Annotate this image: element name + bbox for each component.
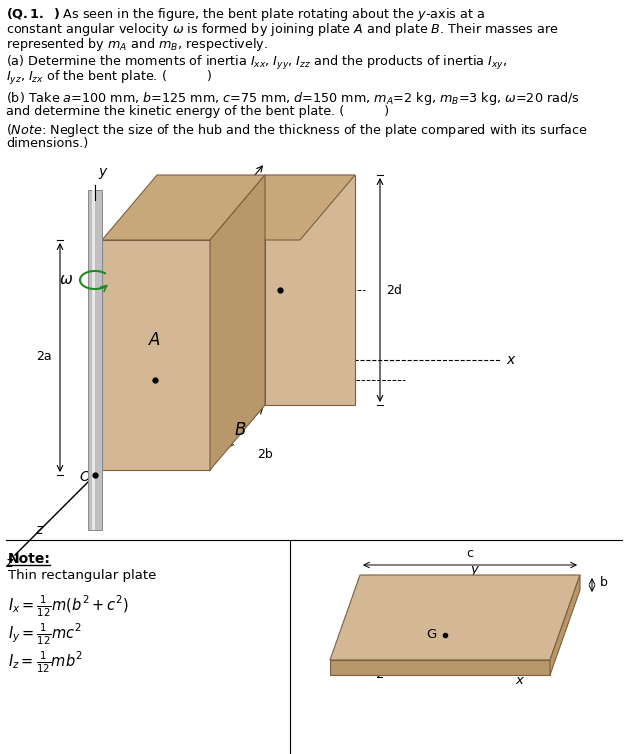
Text: x: x (506, 353, 514, 367)
Text: A: A (149, 331, 161, 349)
Polygon shape (330, 660, 550, 675)
Text: (b) Take $a$=100 mm, $b$=125 mm, $c$=75 mm, $d$=150 mm, $m_A$=2 kg, $m_B$=3 kg, : (b) Take $a$=100 mm, $b$=125 mm, $c$=75 … (6, 90, 580, 107)
Text: $I_{yz}$, $I_{zx}$ of the bent plate. (          ): $I_{yz}$, $I_{zx}$ of the bent plate. ( … (6, 69, 212, 87)
Text: c: c (467, 547, 474, 560)
Text: O: O (79, 470, 90, 484)
Text: $\omega$: $\omega$ (59, 272, 73, 287)
Text: 2b: 2b (257, 449, 273, 461)
Text: z: z (5, 556, 13, 570)
Polygon shape (102, 175, 265, 240)
Text: 2c: 2c (249, 180, 264, 194)
Polygon shape (102, 240, 210, 470)
Text: y: y (470, 563, 478, 577)
Text: 2a: 2a (36, 351, 52, 363)
Text: z: z (35, 523, 42, 537)
Text: Thin rectangular plate: Thin rectangular plate (8, 569, 156, 582)
Text: $I_y = \frac{1}{12}mc^2$: $I_y = \frac{1}{12}mc^2$ (8, 622, 82, 648)
Text: constant angular velocity $\omega$ is formed by joining plate $A$ and plate $B$.: constant angular velocity $\omega$ is fo… (6, 21, 559, 38)
Text: $I_z = \frac{1}{12}mb^2$: $I_z = \frac{1}{12}mb^2$ (8, 650, 83, 676)
Text: B: B (234, 421, 246, 439)
Text: represented by $m_A$ and $m_B$, respectively.: represented by $m_A$ and $m_B$, respecti… (6, 36, 268, 53)
Polygon shape (210, 175, 265, 470)
Polygon shape (210, 175, 355, 240)
Text: Note:: Note: (8, 552, 51, 566)
Polygon shape (330, 575, 580, 660)
Text: b: b (600, 577, 608, 590)
Text: z: z (376, 669, 383, 682)
Text: y: y (98, 165, 106, 179)
Text: ($\mathit{Note}$: Neglect the size of the hub and the thickness of the plate com: ($\mathit{Note}$: Neglect the size of th… (6, 122, 588, 139)
Text: dimensions.): dimensions.) (6, 137, 89, 150)
Bar (92, 190, 95, 530)
Text: $\mathbf{(Q.1.}$: $\mathbf{(Q.1.}$ (6, 6, 45, 21)
Bar (88, 190, 102, 530)
Text: G: G (426, 629, 436, 642)
Text: and determine the kinetic energy of the bent plate. (          ): and determine the kinetic energy of the … (6, 105, 389, 118)
Text: $\mathbf{)}$ As seen in the figure, the bent plate rotating about the $y$-axis a: $\mathbf{)}$ As seen in the figure, the … (53, 6, 485, 23)
Polygon shape (550, 575, 580, 675)
Polygon shape (265, 175, 355, 405)
Text: x: x (515, 673, 523, 686)
Text: (a) Determine the moments of inertia $I_{xx}$, $I_{yy}$, $I_{zz}$ and the produc: (a) Determine the moments of inertia $I_… (6, 54, 507, 72)
Text: $I_x = \frac{1}{12}m(b^2 + c^2)$: $I_x = \frac{1}{12}m(b^2 + c^2)$ (8, 594, 129, 619)
Text: 2d: 2d (386, 284, 402, 296)
